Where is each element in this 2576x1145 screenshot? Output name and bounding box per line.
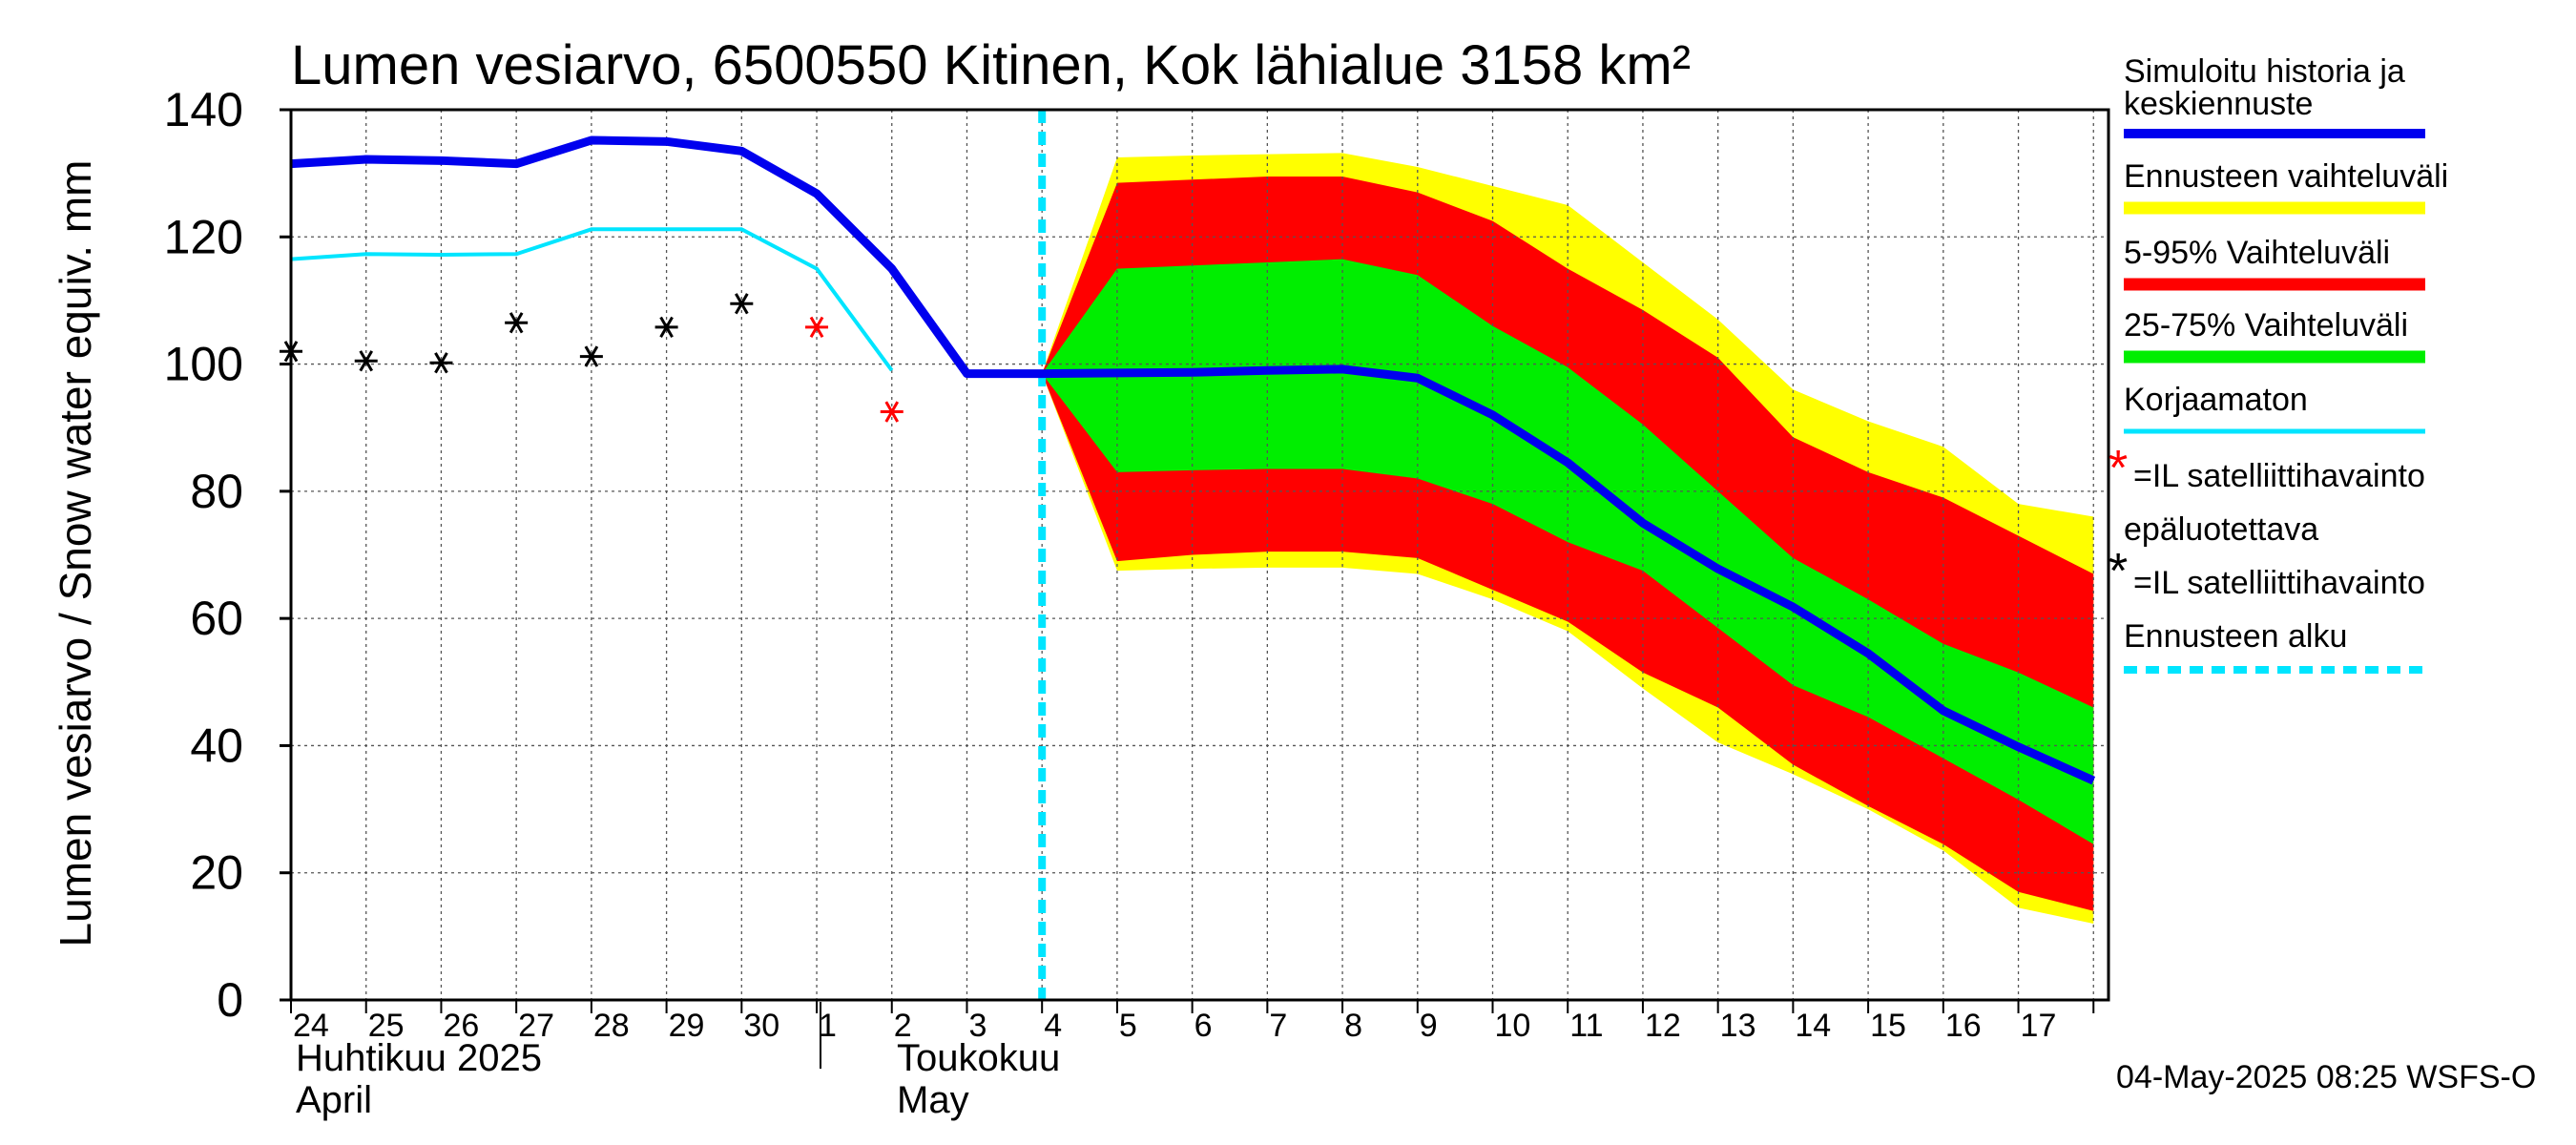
y-tick-label: 60 (190, 592, 243, 645)
x-tick-label: 5 (1119, 1008, 1137, 1044)
band-2 (1042, 259, 2094, 844)
legend-p25-75-label: 25-75% Vaihteluväli (2124, 307, 2408, 344)
x-tick-label: 25 (368, 1008, 405, 1044)
legend-range-label: Ennusteen vaihteluväli (2124, 158, 2448, 195)
satellite-obs-unreliable-marker (805, 316, 829, 339)
legend-p5-95-label: 5-95% Vaihteluväli (2124, 235, 2390, 271)
x-tick-label: 6 (1195, 1008, 1213, 1044)
legend-sat-red-label-1: =IL satelliittihavainto (2133, 458, 2425, 494)
observation-markers (280, 293, 904, 423)
star-stroke (659, 316, 674, 339)
x-tick-label: 1 (819, 1008, 837, 1044)
star-stroke (509, 312, 524, 334)
y-axis-ticks: 0 20 40 60 80 100 120 140 (164, 83, 291, 1027)
legend-red-star-icon: * (2109, 441, 2128, 496)
star-stroke (735, 293, 749, 315)
x-tick-label: 4 (1044, 1008, 1062, 1044)
x-tick-label: 14 (1795, 1008, 1831, 1044)
x-tick-label: 29 (669, 1008, 705, 1044)
x-tick-label: 3 (968, 1008, 987, 1044)
legend-uncorrected-label: Korjaamaton (2124, 382, 2308, 418)
satellite-obs-marker (579, 345, 603, 367)
chart-title: Lumen vesiarvo, 6500550 Kitinen, Kok läh… (291, 34, 1691, 96)
y-tick-label: 140 (164, 83, 243, 136)
star-stroke (809, 316, 824, 339)
satellite-obs-marker (730, 293, 754, 315)
series-line-0 (290, 135, 2096, 785)
x-tick-label: 2 (894, 1008, 912, 1044)
legend-sim-label-2: keskiennuste (2124, 86, 2313, 122)
x-axis-ticks: 24 25 26 27 28 29 30 1 2 3 4 5 6 7 8 9 10 11 12 13 14 15 16 17 (290, 1000, 2095, 1044)
legend-sim-label-1: Simuloitu historia ja (2124, 53, 2405, 90)
legend-sat-black-label: =IL satelliittihavainto (2133, 565, 2425, 601)
x-tick-label: 16 (1945, 1008, 1982, 1044)
month-label-may-en: May (897, 1079, 969, 1121)
x-tick-label: 30 (743, 1008, 779, 1044)
plot-frame (289, 108, 2110, 1002)
y-tick-label: 100 (164, 338, 243, 391)
series-line-1 (290, 227, 894, 372)
y-tick-label: 80 (190, 465, 243, 518)
month-label-april-fi: Huhtikuu 2025 (296, 1037, 542, 1079)
x-tick-label: 8 (1344, 1008, 1362, 1044)
x-tick-label: 7 (1269, 1008, 1287, 1044)
satellite-obs-marker (354, 350, 378, 372)
y-tick-label: 40 (190, 718, 243, 772)
y-tick-label: 120 (164, 210, 243, 263)
star-stroke (359, 350, 374, 372)
x-tick-label: 26 (443, 1008, 479, 1044)
star-stroke (434, 352, 448, 374)
x-tick-label: 13 (1720, 1008, 1756, 1044)
legend-forecast-start-label: Ennusteen alku (2124, 618, 2347, 655)
y-tick-label: 0 (217, 973, 243, 1027)
star-stroke (884, 401, 900, 423)
x-tick-label: 15 (1870, 1008, 1906, 1044)
x-tick-label: 27 (518, 1008, 554, 1044)
y-tick-label: 20 (190, 846, 243, 900)
x-tick-label: 12 (1645, 1008, 1681, 1044)
y-axis-label: Lumen vesiarvo / Snow water equiv. mm (51, 160, 100, 947)
x-tick-label: 9 (1420, 1008, 1438, 1044)
month-label-april-en: April (296, 1079, 372, 1121)
x-tick-label: 24 (293, 1008, 329, 1044)
x-tick-label: 28 (593, 1008, 630, 1044)
legend-sat-red-label-2: epäluotettava (2124, 511, 2318, 548)
legend-black-star-icon: * (2109, 544, 2128, 599)
x-tick-label: 10 (1495, 1008, 1531, 1044)
x-tick-label: 17 (2021, 1008, 2057, 1044)
star-stroke (584, 345, 599, 367)
satellite-obs-marker (505, 312, 529, 334)
satellite-obs-marker (429, 352, 453, 374)
x-tick-label: 11 (1569, 1008, 1603, 1044)
satellite-obs-marker (654, 316, 678, 339)
month-label-may-fi: Toukokuu (897, 1037, 1060, 1079)
legend: Simuloitu historia ja keskiennuste Ennus… (2109, 53, 2448, 674)
satellite-obs-unreliable-marker (880, 401, 904, 423)
footer-timestamp: 04-May-2025 08:25 WSFS-O (2116, 1059, 2536, 1095)
series-lines (290, 110, 2096, 1000)
